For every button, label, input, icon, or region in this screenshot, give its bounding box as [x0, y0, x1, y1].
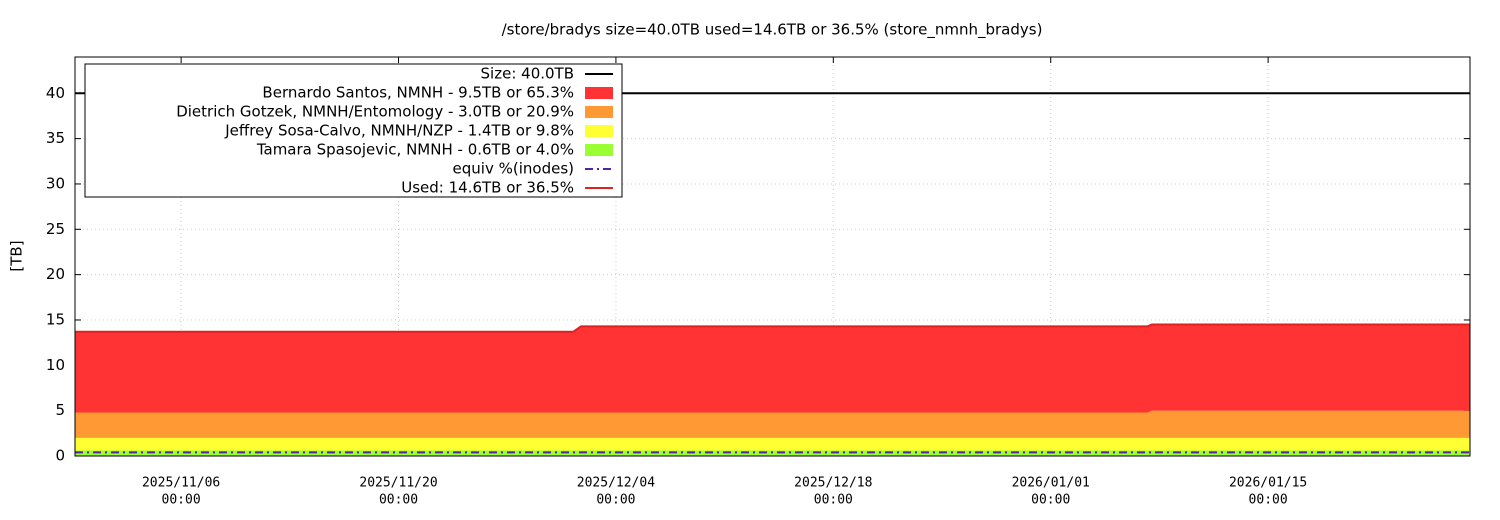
y-axis-label: [TB] [8, 240, 26, 271]
y-tick-label: 5 [55, 401, 65, 419]
x-tick-label: 2025/12/18 [794, 476, 872, 491]
legend-label: equiv %(inodes) [453, 160, 574, 178]
x-tick-label: 00:00 [379, 493, 418, 508]
y-tick-label: 35 [46, 129, 65, 147]
y-tick-label: 10 [46, 356, 65, 374]
x-tick-label: 00:00 [1031, 493, 1070, 508]
x-tick-label: 00:00 [814, 493, 853, 508]
x-tick-label: 2026/01/15 [1229, 476, 1307, 491]
plot-frame [74, 56, 1471, 457]
legend-swatch [585, 106, 613, 118]
y-tick-label: 40 [46, 84, 65, 102]
x-tick-label: 00:00 [1249, 493, 1288, 508]
area [75, 437, 1470, 451]
legend-swatch [585, 125, 613, 137]
y-tick-label: 20 [46, 265, 65, 283]
y-tick-label: 15 [46, 310, 65, 328]
area [75, 324, 1470, 413]
legend-swatch [585, 87, 613, 99]
y-tick-label: 30 [46, 174, 65, 192]
line [75, 323, 1470, 333]
x-tick-label: 2026/01/01 [1012, 476, 1090, 491]
legend-label: Used: 14.6TB or 36.5% [401, 179, 574, 197]
legend-swatch [585, 144, 613, 156]
legend-label: Tamara Spasojevic, NMNH - 0.6TB or 4.0% [256, 141, 574, 159]
legend-label: Dietrich Gotzek, NMNH/Entomology - 3.0TB… [176, 103, 574, 121]
legend-label: Bernardo Santos, NMNH - 9.5TB or 65.3% [262, 84, 574, 102]
area [75, 410, 1470, 438]
x-tick-label: 00:00 [596, 493, 635, 508]
y-tick-label: 0 [55, 447, 65, 465]
x-tick-label: 2025/11/06 [142, 476, 220, 491]
legend-box [84, 63, 623, 198]
legend-label: Size: 40.0TB [481, 65, 574, 83]
y-tick-label: 25 [46, 220, 65, 238]
x-tick-label: 2025/11/20 [359, 476, 437, 491]
x-tick-label: 00:00 [162, 493, 201, 508]
x-tick-label: 2025/12/04 [577, 476, 655, 491]
chart-title: /store/bradys size=40.0TB used=14.6TB or… [502, 21, 1043, 40]
legend-label: Jeffrey Sosa-Calvo, NMNH/NZP - 1.4TB or … [224, 122, 574, 140]
